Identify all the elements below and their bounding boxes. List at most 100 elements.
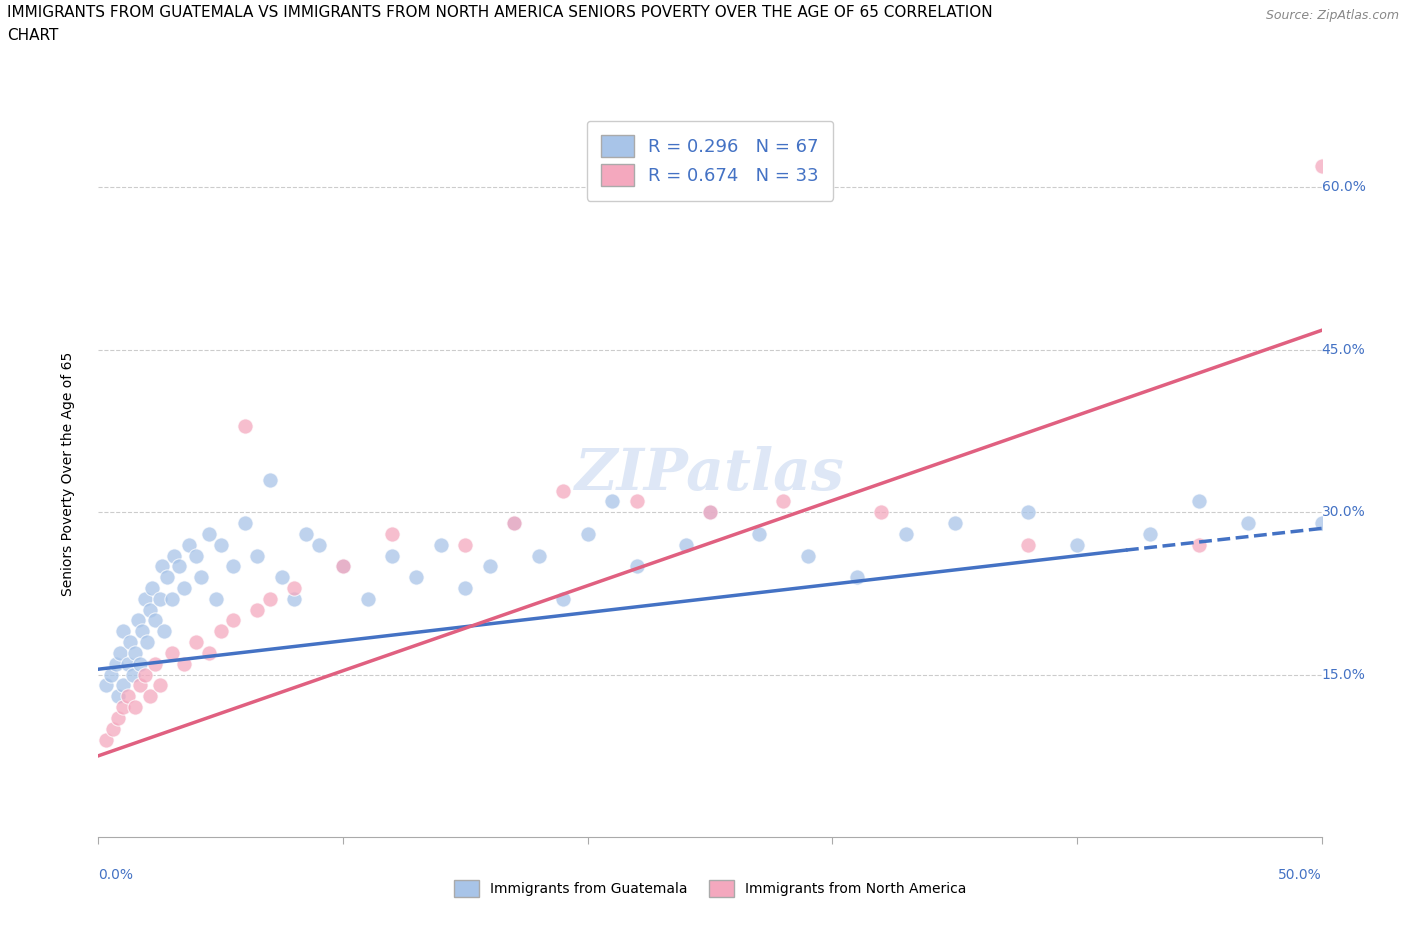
Point [111, 624, 134, 639]
Text: ZIPatlas: ZIPatlas [575, 446, 845, 502]
Point [156, 570, 179, 585]
Point [845, 570, 868, 585]
Point [699, 505, 721, 520]
Point [120, 634, 142, 649]
Text: 60.0%: 60.0% [1322, 180, 1365, 194]
Point [197, 526, 219, 541]
Point [143, 613, 166, 628]
Point [259, 472, 281, 487]
Point [233, 515, 256, 530]
Text: 50.0%: 50.0% [1278, 868, 1322, 882]
Text: 45.0%: 45.0% [1322, 343, 1365, 357]
Point [222, 613, 245, 628]
Y-axis label: Seniors Poverty Over the Age of 65: Seniors Poverty Over the Age of 65 [60, 352, 75, 596]
Point [134, 591, 156, 606]
Text: 30.0%: 30.0% [1322, 505, 1365, 519]
Point [332, 559, 354, 574]
Point [503, 515, 526, 530]
Point [772, 494, 794, 509]
Point [553, 591, 575, 606]
Point [430, 538, 453, 552]
Point [576, 526, 599, 541]
Point [153, 624, 176, 639]
Point [233, 418, 256, 433]
Text: 0.0%: 0.0% [98, 868, 134, 882]
Point [134, 667, 156, 682]
Point [1310, 158, 1333, 173]
Legend: Immigrants from Guatemala, Immigrants from North America: Immigrants from Guatemala, Immigrants fr… [449, 874, 972, 903]
Point [107, 689, 129, 704]
Point [454, 580, 477, 595]
Point [139, 603, 162, 618]
Point [870, 505, 893, 520]
Point [381, 548, 404, 563]
Point [131, 624, 153, 639]
Point [173, 580, 195, 595]
Point [197, 645, 219, 660]
Point [222, 559, 245, 574]
Text: 15.0%: 15.0% [1322, 668, 1365, 682]
Point [209, 538, 232, 552]
Point [129, 657, 152, 671]
Point [894, 526, 917, 541]
Point [270, 570, 294, 585]
Point [1017, 505, 1039, 520]
Point [1139, 526, 1161, 541]
Point [107, 711, 129, 725]
Point [167, 559, 190, 574]
Point [124, 645, 146, 660]
Point [160, 645, 183, 660]
Point [1066, 538, 1088, 552]
Point [699, 505, 721, 520]
Point [600, 494, 623, 509]
Point [136, 634, 159, 649]
Point [186, 634, 208, 649]
Point [381, 526, 404, 541]
Point [127, 613, 149, 628]
Point [478, 559, 501, 574]
Point [283, 591, 305, 606]
Point [173, 657, 195, 671]
Point [626, 559, 648, 574]
Point [295, 526, 318, 541]
Point [186, 548, 208, 563]
Point [121, 667, 143, 682]
Point [205, 591, 228, 606]
Point [101, 722, 124, 737]
Point [110, 645, 132, 660]
Point [124, 699, 146, 714]
Point [503, 515, 526, 530]
Point [143, 657, 166, 671]
Point [308, 538, 330, 552]
Point [454, 538, 477, 552]
Point [129, 678, 152, 693]
Point [626, 494, 648, 509]
Point [104, 657, 127, 671]
Point [553, 483, 575, 498]
Point [246, 548, 269, 563]
Point [111, 699, 134, 714]
Point [1237, 515, 1260, 530]
Point [150, 559, 173, 574]
Point [405, 570, 427, 585]
Point [283, 580, 305, 595]
Point [943, 515, 966, 530]
Point [163, 548, 186, 563]
Point [356, 591, 378, 606]
Point [259, 591, 281, 606]
Point [209, 624, 232, 639]
Point [177, 538, 200, 552]
Point [139, 689, 162, 704]
Point [332, 559, 354, 574]
Text: CHART: CHART [7, 28, 59, 43]
Point [94, 678, 117, 693]
Point [748, 526, 770, 541]
Point [117, 657, 139, 671]
Point [246, 603, 269, 618]
Point [100, 667, 122, 682]
Point [94, 732, 117, 747]
Point [675, 538, 697, 552]
Point [1017, 538, 1039, 552]
Point [111, 678, 134, 693]
Point [117, 689, 139, 704]
